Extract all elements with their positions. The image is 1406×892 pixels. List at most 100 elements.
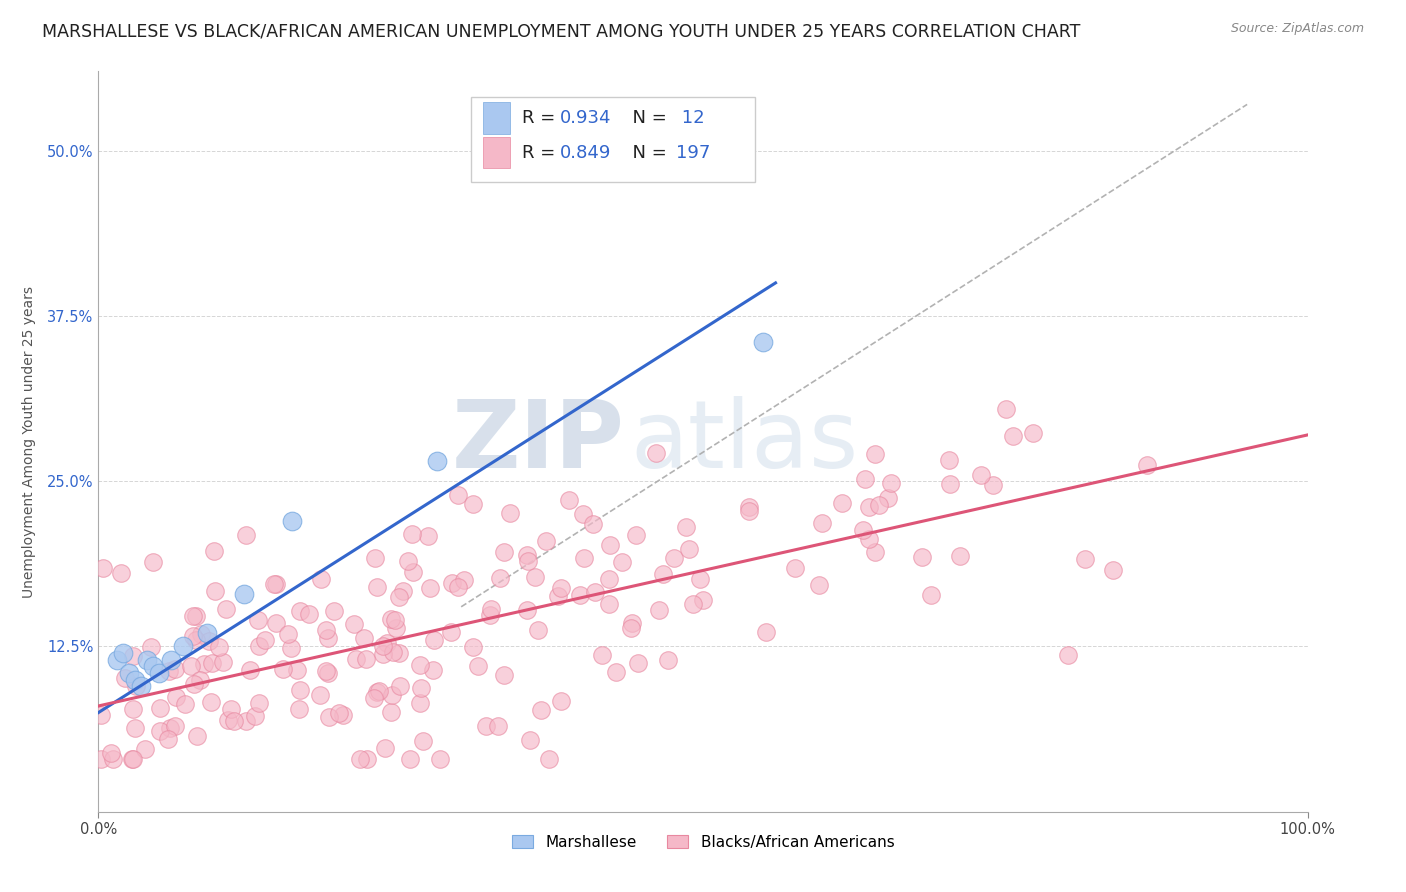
Point [467,658,489,673]
Point [371,647,394,661]
Text: 12: 12 [676,109,704,127]
Point [380,612,402,626]
Text: 0.934: 0.934 [561,109,612,127]
Point [583,584,606,599]
Point [738,500,761,515]
Point [422,663,444,677]
Point [219,702,242,716]
Point [516,603,538,617]
Point [122,702,145,716]
Point [527,624,550,638]
Point [165,662,187,676]
Point [142,555,165,569]
Point [461,640,484,655]
Point [447,488,470,502]
Point [494,668,516,682]
Point [453,573,475,587]
Point [288,603,311,617]
Point [276,627,298,641]
Point [1057,648,1080,662]
Point [648,603,671,617]
Point [364,551,387,566]
Point [374,740,396,755]
Text: R =: R = [522,144,561,161]
Point [186,729,208,743]
Point [121,752,143,766]
Point [389,679,412,693]
Point [409,681,432,695]
Point [1022,426,1045,441]
Point [124,673,146,687]
Point [366,580,388,594]
Point [285,663,308,677]
Point [441,575,464,590]
Point [232,586,254,600]
Point [263,577,285,591]
Point [343,617,366,632]
Point [645,445,668,459]
Point [380,705,402,719]
Point [204,584,226,599]
Point [149,723,172,738]
Point [368,683,391,698]
Point [412,733,434,747]
Point [811,516,834,530]
Point [682,597,704,611]
Point [208,640,231,654]
Point [235,714,257,729]
Point [212,655,235,669]
Point [254,633,277,648]
Point [627,656,650,670]
Point [157,731,180,746]
Point [868,498,890,512]
Point [689,572,711,586]
Point [375,636,398,650]
Point [129,679,152,693]
Point [172,640,194,654]
Point [363,690,385,705]
Point [983,478,1005,492]
Point [831,496,853,510]
Point [148,665,170,680]
Legend: Marshallese, Blacks/African Americans: Marshallese, Blacks/African Americans [505,829,901,856]
Point [858,500,880,514]
Point [572,507,595,521]
Text: 0.849: 0.849 [561,144,612,161]
Point [142,659,165,673]
Point [652,567,675,582]
Point [624,528,647,542]
Point [426,454,449,468]
Point [328,706,350,720]
Point [949,549,972,563]
Point [409,696,432,710]
Point [852,523,875,537]
Point [517,553,540,567]
Point [402,566,425,580]
Text: N =: N = [621,109,672,127]
Point [159,721,181,735]
Point [198,634,221,648]
Point [523,570,546,584]
Point [381,688,404,702]
Point [516,549,538,563]
Point [247,613,270,627]
Point [264,577,287,591]
Point [134,742,156,756]
Point [419,581,441,595]
Point [429,752,451,766]
Point [492,545,515,559]
Point [332,708,354,723]
Point [388,590,411,604]
Point [538,752,561,766]
Point [309,688,332,702]
Point [202,544,225,558]
FancyBboxPatch shape [482,137,509,169]
Point [247,696,270,710]
Point [486,719,509,733]
Point [391,584,413,599]
Point [384,613,406,627]
Point [354,652,377,666]
Point [309,572,332,586]
Point [235,528,257,542]
Point [183,677,205,691]
